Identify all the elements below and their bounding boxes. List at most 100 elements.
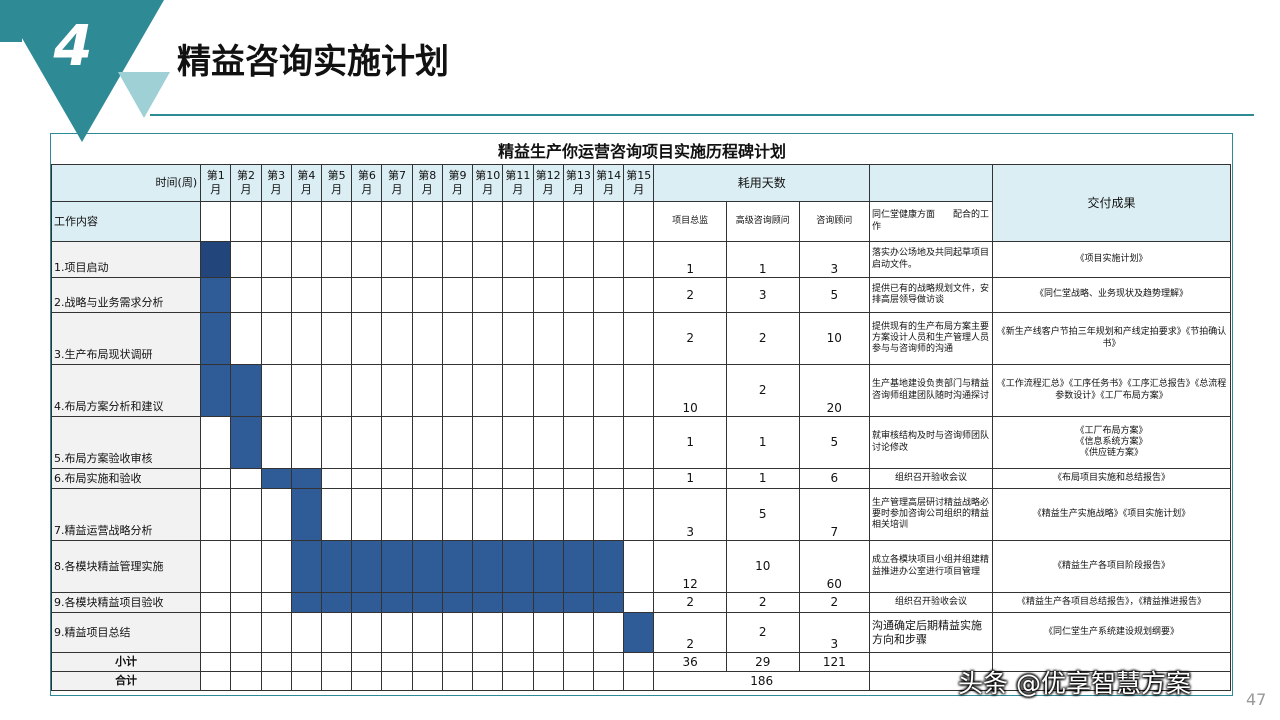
role-director: 项目总监 bbox=[653, 201, 727, 242]
week-header: 第3 月 bbox=[260, 164, 292, 202]
days-director: 10 bbox=[653, 364, 727, 417]
days-consultant: 3 bbox=[798, 241, 871, 278]
gantt-bar bbox=[200, 364, 232, 417]
deliverable-cell: 《精益生产各项目总结报告》，《精益推进报告》 bbox=[991, 592, 1232, 613]
deliverable-cell: 《项目实施计划》 bbox=[991, 241, 1232, 278]
gantt-bar bbox=[532, 592, 564, 613]
days-senior: 2 bbox=[725, 364, 800, 417]
days-director: 1 bbox=[653, 416, 727, 469]
work-label: 工作内容 bbox=[50, 201, 202, 242]
days-director: 2 bbox=[653, 277, 727, 313]
task-label: 2.战略与业务需求分析 bbox=[50, 277, 202, 313]
deliverable-line: 《供应链方案》 bbox=[1079, 448, 1143, 459]
gantt-bar bbox=[381, 540, 413, 593]
total-days: 186 bbox=[653, 671, 871, 691]
task-label: 6.布局实施和验收 bbox=[50, 468, 202, 489]
corner-triangle bbox=[0, 0, 164, 142]
page-title: 精益咨询实施计划 bbox=[177, 42, 449, 82]
week-header: 第13 月 bbox=[562, 164, 594, 202]
total-row: 合计 186 bbox=[50, 671, 1232, 691]
header-row-2: 工作内容 项目总监 高级咨询顾问 咨询顾问 同仁堂健康方面 配合的工作 bbox=[50, 201, 1231, 242]
days-director: 3 bbox=[653, 488, 727, 541]
deliverable-cell: 《工作流程汇总》《工序任务书》《工序汇总报告》《总流程参数设计》《工厂布局方案》 bbox=[991, 364, 1232, 417]
days-director: 2 bbox=[653, 592, 727, 613]
days-director: 2 bbox=[653, 612, 727, 653]
gantt-bar bbox=[502, 540, 534, 593]
gantt-bar bbox=[320, 540, 353, 593]
days-director: 12 bbox=[653, 540, 727, 593]
coop-cell: 落实办公场地及共同起草项目启动文件。 bbox=[869, 241, 993, 278]
subtotal-director: 36 bbox=[653, 652, 727, 672]
days-senior: 2 bbox=[725, 612, 800, 653]
gantt-bar bbox=[290, 592, 323, 613]
coop-header-top bbox=[869, 164, 993, 202]
week-header: 第8 月 bbox=[411, 164, 443, 202]
task-label: 9.精益项目总结 bbox=[50, 612, 202, 653]
gantt-bar bbox=[472, 592, 504, 613]
days-consultant: 7 bbox=[798, 488, 871, 541]
days-consultant: 3 bbox=[798, 612, 871, 653]
deliverable-cell: 《精益生产实施战略》《项目实施计划》 bbox=[991, 488, 1232, 541]
table-row: 7.精益运营战略分析 3 5 7 生产管理高层研讨精益战略必要时参加咨询公司组织… bbox=[50, 488, 1232, 541]
days-senior: 1 bbox=[725, 241, 800, 278]
days-senior: 2 bbox=[725, 592, 800, 613]
days-consultant: 5 bbox=[798, 277, 871, 313]
subtotal-senior: 29 bbox=[725, 652, 800, 672]
gantt-bar bbox=[441, 592, 474, 613]
section-number: 4 bbox=[53, 14, 93, 79]
coop-cell: 生产管理高层研讨精益战略必要时参加咨询公司组织的精益相关培训 bbox=[869, 488, 993, 541]
gantt-bar bbox=[592, 540, 625, 593]
subtotal-row: 小计 36 29 121 bbox=[50, 652, 1232, 672]
deliverable-line: 《信息系统方案》 bbox=[1075, 436, 1148, 447]
week-header: 第11 月 bbox=[502, 164, 534, 202]
task-label: 1.项目启动 bbox=[50, 241, 202, 278]
days-director: 1 bbox=[653, 468, 727, 489]
deliverable-cell: 《布局项目实施和总结报告》 bbox=[991, 468, 1232, 489]
table-row: 6.布局实施和验收 1 1 6 组织召开验收会议 《布局项目实施和总结报告》 bbox=[50, 468, 1232, 489]
days-senior: 1 bbox=[725, 468, 800, 489]
gantt-bar bbox=[502, 592, 534, 613]
days-consultant: 2 bbox=[798, 592, 871, 613]
gantt-bar bbox=[562, 540, 594, 593]
page-number: 47 bbox=[1246, 690, 1267, 709]
gantt-bar bbox=[472, 540, 504, 593]
task-label: 3.生产布局现状调研 bbox=[50, 312, 202, 365]
days-label: 耗用天数 bbox=[653, 164, 871, 202]
gantt-bar bbox=[562, 592, 594, 613]
gantt-bar bbox=[592, 592, 625, 613]
days-consultant: 60 bbox=[798, 540, 871, 593]
week-header: 第1 月 bbox=[200, 164, 232, 202]
days-senior: 10 bbox=[725, 540, 800, 593]
days-consultant: 6 bbox=[798, 468, 871, 489]
gantt-bar bbox=[200, 312, 232, 365]
week-header: 第6 月 bbox=[351, 164, 383, 202]
table-frame bbox=[50, 133, 1233, 696]
week-header: 第10 月 bbox=[472, 164, 504, 202]
table-row: 1.项目启动 1 1 3 落实办公场地及共同起草项目启动文件。 《项目实施计划》 bbox=[50, 241, 1232, 278]
week-header: 第7 月 bbox=[381, 164, 413, 202]
week-header: 第9 月 bbox=[441, 164, 474, 202]
role-senior: 高级咨询顾问 bbox=[725, 201, 800, 242]
deliverable-cell: 《同仁堂生产系统建设规划纲要》 bbox=[991, 612, 1232, 653]
days-senior: 3 bbox=[725, 277, 800, 313]
deliverable-cell: 《同仁堂战略、业务现状及趋势理解》 bbox=[991, 277, 1232, 313]
gantt-bar bbox=[200, 241, 232, 278]
days-senior: 1 bbox=[725, 416, 800, 469]
week-header: 第4 月 bbox=[290, 164, 323, 202]
days-consultant: 5 bbox=[798, 416, 871, 469]
task-label: 9.各模块精益项目验收 bbox=[50, 592, 202, 613]
gantt-bar bbox=[260, 468, 292, 489]
coop-cell: 生产基地建设负责部门与精益咨询师组建团队随时沟通探讨 bbox=[869, 364, 993, 417]
gantt-bar bbox=[411, 592, 443, 613]
deliverables-header: 交付成果 bbox=[991, 164, 1232, 242]
table-title: 精益生产你运营咨询项目实施历程碑计划 bbox=[497, 142, 786, 161]
week-header: 第14 月 bbox=[592, 164, 625, 202]
coop-header: 同仁堂健康方面 配合的工作 bbox=[869, 201, 993, 242]
coop-cell: 组织召开验收会议 bbox=[869, 468, 993, 489]
gantt-bar bbox=[623, 612, 655, 653]
deliverable-cell: 《工厂布局方案》 《信息系统方案》 《供应链方案》 bbox=[991, 416, 1232, 469]
gantt-bar bbox=[230, 364, 262, 417]
table-row: 9.精益项目总结 2 2 3 沟通确定后期精益实施方向和步骤 《同仁堂生产系统建… bbox=[50, 612, 1232, 653]
milestone-table: 时间(周) 第1 月 第2 月 第3 月 第4 月 第5 月 第6 月 第7 月 第8 月 第9… bbox=[50, 164, 1232, 691]
deliverable-line: 《工厂布局方案》 bbox=[1075, 425, 1148, 436]
